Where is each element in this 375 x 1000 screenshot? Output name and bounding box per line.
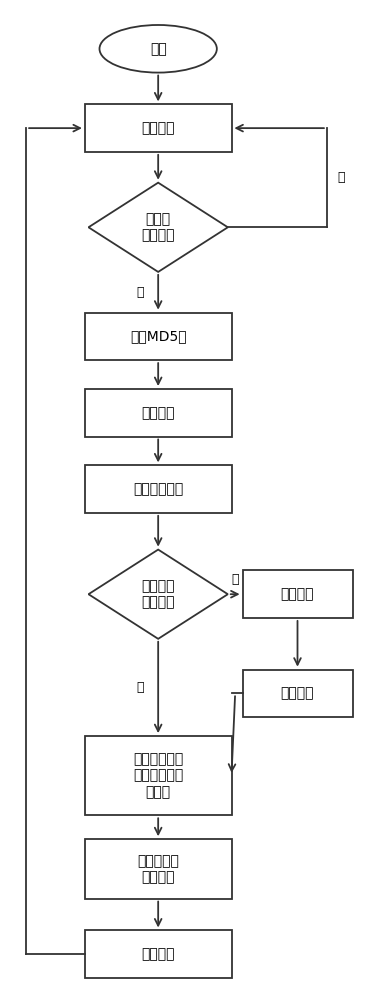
Bar (85, 104, 231, 152)
Polygon shape (88, 550, 228, 639)
Text: 计算各传输
通道权重: 计算各传输 通道权重 (137, 854, 179, 884)
Text: 否: 否 (338, 171, 345, 184)
Text: 是否进行
纠错编码: 是否进行 纠错编码 (141, 579, 175, 609)
Text: 数据分发: 数据分发 (141, 947, 175, 961)
Bar (85, 839, 231, 899)
Bar (243, 570, 352, 618)
Text: 查询传输策略: 查询传输策略 (133, 482, 183, 496)
Text: 协议封装，按
顺序放入待传
输队列: 协议封装，按 顺序放入待传 输队列 (133, 752, 183, 799)
Text: 是: 是 (231, 573, 239, 586)
Ellipse shape (99, 25, 217, 73)
Bar (85, 313, 231, 360)
Text: 抽取到
应用数据: 抽取到 应用数据 (141, 212, 175, 242)
Bar (85, 930, 231, 978)
Bar (85, 465, 231, 513)
Text: 开始: 开始 (150, 42, 166, 56)
Text: 数据抽取: 数据抽取 (141, 121, 175, 135)
Polygon shape (88, 183, 228, 272)
Text: 纠错编码: 纠错编码 (281, 686, 314, 700)
Text: 计算MD5值: 计算MD5值 (130, 329, 186, 343)
Bar (85, 389, 231, 437)
Text: 交织处理: 交织处理 (281, 587, 314, 601)
Bar (85, 736, 231, 815)
Text: 否: 否 (136, 681, 144, 694)
Text: 数据拆分: 数据拆分 (141, 406, 175, 420)
Text: 是: 是 (136, 286, 144, 299)
Bar (243, 670, 352, 717)
